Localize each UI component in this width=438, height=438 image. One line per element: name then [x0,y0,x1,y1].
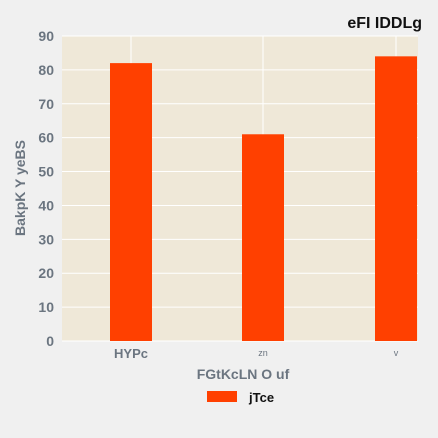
bar-0 [110,63,152,341]
y-tick-label: 70 [38,96,54,112]
y-tick-label: 90 [38,28,54,44]
y-tick-label: 30 [38,231,54,247]
legend-swatch [207,391,237,402]
y-axis-ticks: 0 10 20 30 40 50 60 70 80 90 [38,28,54,349]
y-tick-label: 60 [38,130,54,146]
chart-title: eFI IDDLg [347,15,422,32]
y-tick-label: 40 [38,197,54,213]
x-tick-label: zn [258,348,268,358]
x-axis-ticks: HYPc zn v [114,346,399,361]
legend: jTce [207,390,274,405]
bar-2 [375,56,417,341]
y-tick-label: 10 [38,299,54,315]
x-tick-label: HYPc [114,346,148,361]
y-tick-label: 80 [38,62,54,78]
x-axis-label: FGtKcLN O uf [197,366,290,382]
y-tick-label: 0 [46,333,54,349]
y-axis-label: BakpK Y yeBS [12,140,28,236]
y-tick-label: 20 [38,265,54,281]
x-tick-label: v [394,348,399,358]
bar-1 [242,134,284,341]
y-tick-label: 50 [38,164,54,180]
legend-label: jTce [248,390,274,405]
